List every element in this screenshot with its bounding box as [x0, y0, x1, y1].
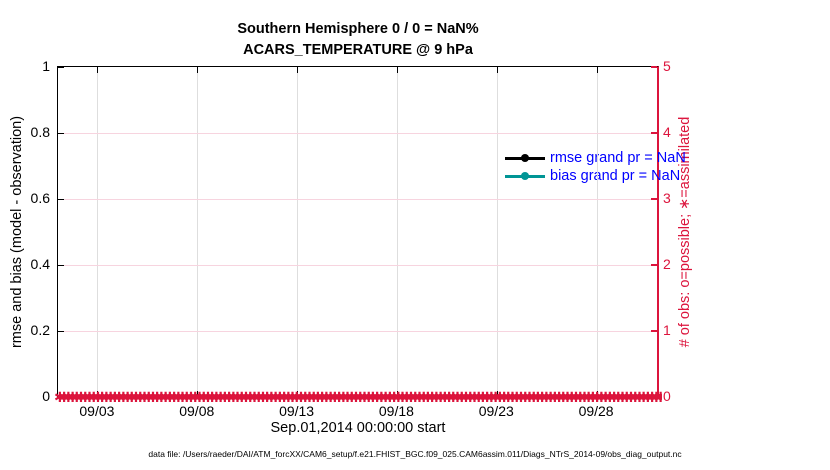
x-gridline [97, 67, 99, 397]
y-gridline [58, 132, 657, 134]
y-gridline [58, 264, 657, 266]
obs-count-marker-band: ✱✱✱✱✱✱✱✱✱✱✱✱✱✱✱✱✱✱✱✱✱✱✱✱✱✱✱✱✱✱✱✱✱✱✱✱✱✱✱✱… [54, 391, 662, 404]
y-right-tick-label: 3 [663, 190, 671, 206]
x-tick-bottom [297, 391, 299, 397]
y-tick-left [58, 66, 64, 68]
x-gridline [496, 67, 498, 397]
bias-marker-dot [521, 172, 529, 180]
x-gridline [197, 67, 199, 397]
y-left-tick-label: 0.4 [30, 256, 50, 272]
y-gridline [58, 198, 657, 200]
x-tick-bottom [396, 391, 398, 397]
legend: rmse grand pr = NaN bias grand pr = NaN [505, 149, 686, 185]
x-tick-top [97, 67, 99, 73]
data-file-path: data file: /Users/raeder/DAI/ATM_forcXX/… [148, 449, 682, 459]
plot-area: rmse grand pr = NaN bias grand pr = NaN … [54, 66, 686, 404]
x-tick-bottom [97, 391, 99, 397]
y-tick-right [651, 132, 657, 134]
legend-entry-rmse: rmse grand pr = NaN [505, 149, 686, 167]
y-left-tick-label: 1 [42, 58, 50, 74]
y-tick-right [651, 396, 657, 398]
chart-title-line2: ACARS_TEMPERATURE @ 9 hPa [243, 42, 473, 58]
bias-line-sample [505, 172, 545, 180]
x-tick-label: 09/13 [279, 403, 315, 419]
legend-label-rmse: rmse grand pr = NaN [550, 150, 686, 166]
y-tick-right [651, 198, 657, 200]
y-tick-left [58, 132, 64, 134]
y-tick-right [651, 66, 657, 68]
y-tick-left [58, 330, 64, 332]
y-left-tick-label: 0 [42, 388, 50, 404]
x-tick-top [396, 67, 398, 73]
x-tick-bottom [596, 391, 598, 397]
y-right-tick-label: 2 [663, 256, 671, 272]
y-left-tick-label: 0.2 [30, 322, 50, 338]
x-gridline [297, 67, 299, 397]
x-tick-top [297, 67, 299, 73]
x-tick-label: 09/23 [478, 403, 514, 419]
y-right-tick-label: 1 [663, 322, 671, 338]
x-tick-label: 09/03 [79, 403, 115, 419]
rmse-marker-dot [521, 154, 529, 162]
y-right-tick-label: 5 [663, 58, 671, 74]
y-tick-left [58, 264, 64, 266]
y-left-tick-label: 0.8 [30, 124, 50, 140]
x-gridline [396, 67, 398, 397]
legend-label-bias: bias grand pr = NaN [550, 168, 681, 184]
y-tick-right [651, 330, 657, 332]
y-tick-right [651, 264, 657, 266]
y-left-tick-label: 0.6 [30, 190, 50, 206]
rmse-line-sample [505, 154, 545, 162]
x-gridline [596, 67, 598, 397]
x-tick-bottom [496, 391, 498, 397]
chart-title-line1: Southern Hemisphere 0 / 0 = NaN% [237, 21, 479, 37]
x-tick-label: 09/08 [179, 403, 215, 419]
y-tick-left [58, 396, 64, 398]
x-tick-top [496, 67, 498, 73]
x-tick-top [596, 67, 598, 73]
y-right-tick-label: 0 [663, 388, 671, 404]
legend-entry-bias: bias grand pr = NaN [505, 167, 686, 185]
y-gridline [58, 330, 657, 332]
x-tick-label: 09/28 [578, 403, 614, 419]
chart-title: Southern Hemisphere 0 / 0 = NaN% ACARS_T… [57, 19, 659, 61]
x-tick-label: 09/18 [378, 403, 414, 419]
y-right-tick-label: 4 [663, 124, 671, 140]
left-axis-label: rmse and bias (model - observation) [9, 115, 25, 349]
x-tick-bottom [197, 391, 199, 397]
x-axis-label: Sep.01,2014 00:00:00 start [270, 420, 446, 436]
x-tick-top [197, 67, 199, 73]
y-tick-left [58, 198, 64, 200]
